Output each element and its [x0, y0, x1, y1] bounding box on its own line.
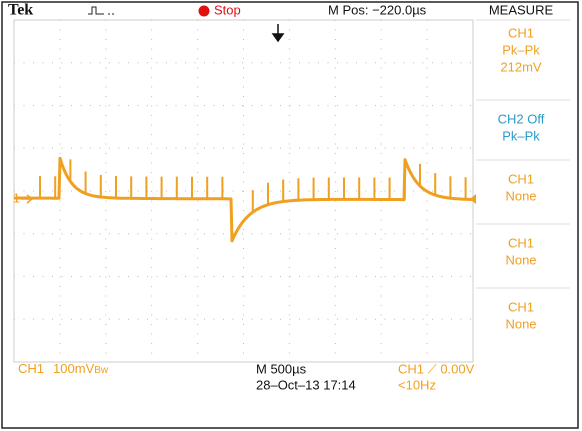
stop-dot	[198, 5, 210, 17]
scale: 100mV	[53, 361, 95, 376]
trace-line	[13, 156, 474, 243]
menu-title: MEASURE	[489, 2, 554, 17]
footer-channel: CH1 100mVBw	[18, 361, 109, 376]
graticule-border	[13, 19, 474, 363]
position: M Pos: −220.0µs	[328, 2, 427, 17]
trigger: CH1 ⟋ 0.00V	[398, 361, 475, 376]
measure-text: CH1	[508, 235, 534, 250]
channel-arrow	[21, 194, 34, 204]
channel-marker: 1	[13, 190, 20, 205]
trigger-level-arrow	[470, 194, 476, 204]
timebase: M 500µs	[256, 361, 307, 376]
measure-text: CH2 Off	[498, 111, 545, 126]
measure-text: Pk–Pk	[502, 42, 540, 57]
trigger-position-arrow	[271, 24, 285, 43]
channel: CH1	[18, 361, 44, 376]
waveform	[13, 156, 474, 243]
measure-panel: CH1 Pk–Pk 212mV CH2 Off Pk–Pk CH1 None CH1 None C…	[476, 19, 570, 331]
bandwidth: Bw	[94, 365, 109, 376]
measure-text: CH1	[508, 299, 534, 314]
measure-text: CH1	[508, 25, 534, 40]
measure-text: CH1	[508, 171, 534, 186]
measure-text: None	[505, 316, 536, 331]
trigger-icon	[88, 6, 114, 15]
measure-text: None	[505, 188, 536, 203]
status: Stop	[214, 2, 241, 17]
measure-text: None	[505, 252, 536, 267]
measure-text: 212mV	[500, 59, 542, 74]
brand: Tek	[8, 2, 33, 19]
frequency: <10Hz	[398, 377, 436, 392]
trace-spikes	[39, 159, 467, 213]
datetime: 28–Oct–13 17:14	[256, 377, 356, 392]
measure-text: Pk–Pk	[502, 128, 540, 143]
